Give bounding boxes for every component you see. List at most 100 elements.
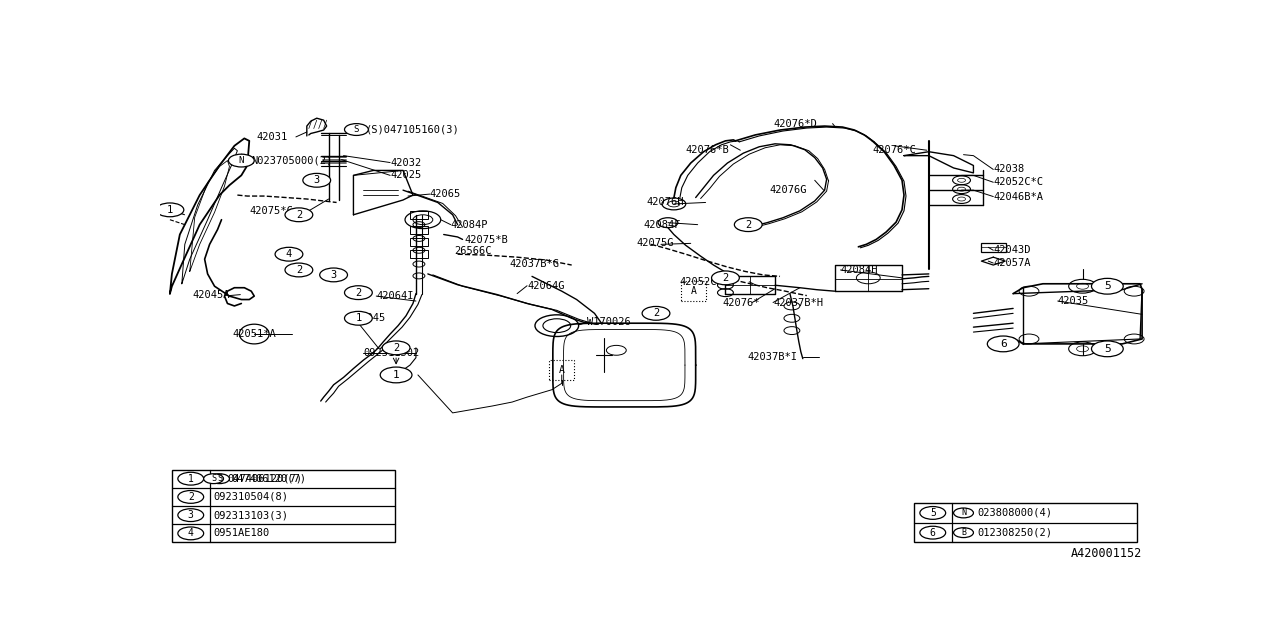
Text: 42064I: 42064I — [376, 291, 413, 301]
Text: 42076*C: 42076*C — [872, 145, 916, 156]
Text: A: A — [691, 286, 696, 296]
Circle shape — [178, 490, 204, 503]
Circle shape — [178, 509, 204, 522]
Bar — [681, 282, 707, 301]
Text: 1: 1 — [188, 474, 193, 484]
Text: 42075*B: 42075*B — [465, 236, 508, 245]
Circle shape — [712, 271, 740, 285]
Text: 42032: 42032 — [390, 157, 421, 168]
Text: 42045: 42045 — [355, 313, 385, 323]
Circle shape — [344, 285, 372, 300]
Circle shape — [920, 526, 946, 539]
Circle shape — [1092, 341, 1124, 356]
Text: 3: 3 — [330, 270, 337, 280]
Circle shape — [344, 312, 372, 325]
Text: 42057A: 42057A — [993, 258, 1030, 268]
Text: 092311502: 092311502 — [364, 348, 420, 358]
Text: 42065: 42065 — [430, 189, 461, 199]
Text: 5: 5 — [1103, 281, 1111, 291]
Text: N023705000(2): N023705000(2) — [251, 156, 333, 166]
Text: 2: 2 — [722, 273, 728, 283]
Text: 2: 2 — [296, 210, 302, 220]
Text: N: N — [238, 156, 244, 165]
Text: 42052C*C: 42052C*C — [993, 177, 1043, 188]
Circle shape — [204, 474, 224, 484]
Text: 42076G: 42076G — [769, 185, 806, 195]
Circle shape — [275, 247, 303, 261]
Text: 5: 5 — [929, 508, 936, 518]
Text: 4: 4 — [285, 249, 292, 259]
Text: 3: 3 — [188, 510, 193, 520]
Text: 092313103(3): 092313103(3) — [214, 510, 288, 520]
Bar — [914, 503, 1137, 543]
Circle shape — [320, 268, 347, 282]
Circle shape — [178, 472, 204, 485]
Circle shape — [643, 307, 669, 320]
Text: 42064G: 42064G — [527, 281, 564, 291]
Text: 6: 6 — [929, 527, 936, 538]
Text: 42075G: 42075G — [636, 238, 673, 248]
Text: 42025: 42025 — [390, 170, 421, 180]
Text: 42076*D: 42076*D — [773, 118, 817, 129]
Circle shape — [380, 367, 412, 383]
Text: 2: 2 — [745, 220, 751, 230]
Circle shape — [285, 208, 312, 221]
Bar — [410, 250, 428, 258]
Text: 1: 1 — [393, 370, 399, 380]
Text: 092310504(8): 092310504(8) — [214, 492, 288, 502]
Circle shape — [1092, 278, 1124, 294]
Text: 42076*B: 42076*B — [686, 145, 730, 156]
Circle shape — [954, 508, 974, 518]
Text: 42076H: 42076H — [646, 198, 684, 207]
Text: S: S — [218, 474, 221, 483]
Text: 42084H: 42084H — [841, 265, 878, 275]
Bar — [172, 470, 396, 543]
Circle shape — [156, 203, 184, 217]
Text: 42037B*G: 42037B*G — [509, 259, 559, 269]
Text: 42051*A: 42051*A — [233, 328, 276, 339]
Text: 5: 5 — [1103, 344, 1111, 354]
Text: 047406120(7): 047406120(7) — [228, 474, 302, 484]
Circle shape — [285, 263, 312, 277]
Text: W170026: W170026 — [586, 317, 630, 327]
Text: N: N — [961, 508, 966, 517]
Text: 047406120(7): 047406120(7) — [232, 474, 306, 484]
Text: 42046B*A: 42046B*A — [993, 191, 1043, 202]
Text: 1: 1 — [166, 205, 173, 215]
Text: 26566C: 26566C — [454, 246, 492, 256]
Text: 42084F: 42084F — [643, 220, 681, 230]
Text: A420001152: A420001152 — [1071, 547, 1142, 560]
Text: B: B — [961, 528, 966, 537]
Text: 2: 2 — [356, 287, 361, 298]
Text: 42037B*H: 42037B*H — [773, 298, 823, 307]
Text: S: S — [211, 474, 216, 483]
Text: 0951AE180: 0951AE180 — [214, 529, 270, 538]
Text: 1: 1 — [356, 313, 361, 323]
Text: 6: 6 — [1000, 339, 1006, 349]
Text: (S)047105160(3): (S)047105160(3) — [366, 125, 460, 134]
Circle shape — [735, 218, 762, 232]
Text: 2: 2 — [393, 343, 399, 353]
Text: 3: 3 — [314, 175, 320, 186]
Text: 4: 4 — [188, 529, 193, 538]
Text: 42075*C: 42075*C — [250, 206, 293, 216]
Text: 012308250(2): 012308250(2) — [978, 527, 1052, 538]
Circle shape — [228, 154, 255, 167]
Bar — [549, 360, 575, 380]
Bar — [410, 226, 428, 234]
Bar — [410, 211, 428, 219]
Text: 42037B*I: 42037B*I — [748, 352, 797, 362]
Text: 2: 2 — [296, 265, 302, 275]
Text: 42035: 42035 — [1057, 296, 1089, 306]
Text: 42043D: 42043D — [993, 245, 1030, 255]
Text: 023808000(4): 023808000(4) — [978, 508, 1052, 518]
Circle shape — [210, 474, 229, 484]
Text: 2: 2 — [188, 492, 193, 502]
Text: S: S — [353, 125, 360, 134]
Circle shape — [303, 173, 330, 187]
Text: 2: 2 — [653, 308, 659, 318]
Circle shape — [987, 336, 1019, 352]
Text: A: A — [559, 365, 564, 375]
Text: 42076*: 42076* — [722, 298, 760, 307]
Circle shape — [954, 528, 974, 538]
